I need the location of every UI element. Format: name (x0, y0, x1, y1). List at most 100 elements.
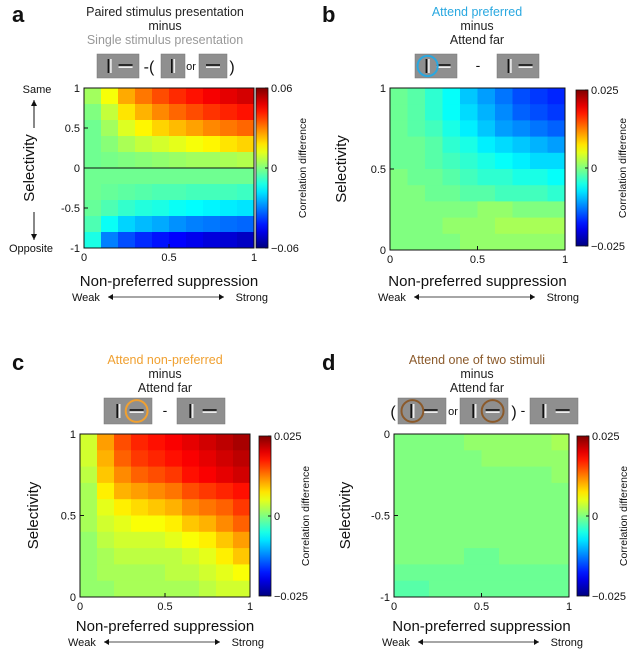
heatmap-cell (460, 201, 478, 218)
y-tick-label: 0 (380, 245, 386, 257)
heatmap-cell (477, 169, 496, 186)
heatmap-cell (84, 88, 102, 105)
gabor-light-bar (555, 411, 570, 413)
heatmap-cell (97, 548, 115, 565)
heatmap-cell (446, 499, 465, 516)
heatmap-cell (135, 88, 153, 105)
heatmap-cell (182, 564, 200, 582)
heatmap-cell (233, 580, 251, 598)
heatmap-cell (237, 136, 255, 153)
heatmap-cell (80, 564, 98, 582)
heatmap-cell (516, 548, 535, 565)
heatmap-cell (477, 120, 496, 137)
heatmap-cell (233, 482, 251, 500)
heatmap-cell (495, 104, 513, 121)
heatmap-cell (220, 120, 238, 137)
heatmap-cell (199, 564, 217, 582)
heatmap-cell (152, 104, 170, 121)
y-tick-label: 1 (74, 83, 80, 95)
heatmap-cell (220, 184, 238, 201)
heatmap-cell (429, 466, 447, 484)
panel-header-line: Attend preferred (432, 5, 522, 19)
x-axis-label: Non-preferred suppression (76, 618, 254, 635)
heatmap-cell (442, 169, 461, 186)
x-tick-label: 1 (251, 252, 257, 264)
heatmap-cell (429, 515, 447, 533)
heatmap-cell (464, 515, 482, 533)
heatmap-cell (199, 434, 217, 451)
heatmap-cell (186, 216, 204, 233)
heatmap-cell (429, 531, 447, 549)
gabor-light-bar (118, 66, 133, 68)
attention-ring (480, 399, 505, 423)
heatmap-cell (148, 466, 166, 484)
heatmap-cell (516, 466, 535, 484)
x-annotation-strong: Strong (547, 292, 579, 304)
heatmap-cell (512, 88, 531, 105)
heatmap-cell (84, 184, 102, 201)
heatmap-cell (516, 434, 535, 451)
heatmap-cell (464, 564, 482, 582)
heatmap-cell (114, 531, 132, 549)
heatmap-cell (80, 466, 98, 484)
heatmap-cell (131, 564, 149, 582)
heatmap-cell (512, 185, 531, 202)
panel-letter: c (12, 350, 24, 375)
heatmap-cell (425, 217, 443, 235)
panel-header-line: Attend far (450, 33, 504, 47)
heatmap-cells (84, 88, 255, 249)
heatmap-cell (152, 120, 170, 137)
heatmap-cell (233, 548, 251, 565)
stimulus-symbol: or (186, 61, 196, 73)
heatmap-cell (547, 233, 566, 251)
heatmap-cell (425, 88, 443, 105)
heatmap-cell (237, 88, 255, 105)
arrowhead-up (31, 100, 37, 106)
heatmap-cell (411, 531, 430, 549)
heatmap-cell (429, 580, 447, 598)
heatmap-cell (407, 233, 426, 251)
gabor-light-bar (474, 404, 477, 418)
heatmap-cell (551, 548, 570, 565)
heatmap-cell (233, 564, 251, 582)
heatmap-cell (477, 88, 496, 105)
heatmap-cell (131, 434, 149, 451)
heatmap-cell (135, 200, 153, 217)
heatmap-cell (199, 450, 217, 467)
heatmap-cell (394, 466, 412, 484)
heatmap-cell (495, 185, 513, 202)
heatmap-cell (203, 200, 221, 217)
gabor-dark-bar (202, 409, 217, 411)
heatmap-cell (84, 216, 102, 233)
heatmap-cell (199, 499, 217, 516)
colorbar-label: Correlation difference (300, 466, 312, 566)
heatmap-cell (425, 136, 443, 154)
panel-header-line: Single stimulus presentation (87, 33, 243, 47)
y-axis-label: Selectivity (21, 134, 38, 202)
heatmap-cell (481, 564, 500, 582)
gabor-light-bar (202, 411, 217, 413)
heatmap-cell (152, 136, 170, 153)
heatmap-cell (551, 564, 570, 582)
gabor-dark-bar (129, 409, 144, 411)
heatmap-cell (165, 548, 183, 565)
heatmap-cell (220, 152, 238, 169)
heatmap-cell (165, 434, 183, 451)
y-tick-label: -0.5 (371, 511, 390, 523)
heatmap-cell (516, 482, 535, 500)
heatmap-cell (407, 88, 426, 105)
heatmap-cell (499, 482, 517, 500)
heatmap-cell (152, 200, 170, 217)
heatmap-cell (148, 548, 166, 565)
heatmap-cell (199, 482, 217, 500)
heatmap-cell (446, 482, 465, 500)
heatmap-cell (551, 466, 570, 484)
heatmap-cell (442, 120, 461, 137)
heatmap-cell (152, 168, 170, 185)
heatmap-cell (407, 169, 426, 186)
heatmap-cell (114, 564, 132, 582)
heatmap-cell (477, 185, 496, 202)
heatmap-cell (411, 548, 430, 565)
gabor-light-bar (173, 59, 176, 73)
arrowhead-right (530, 294, 535, 300)
